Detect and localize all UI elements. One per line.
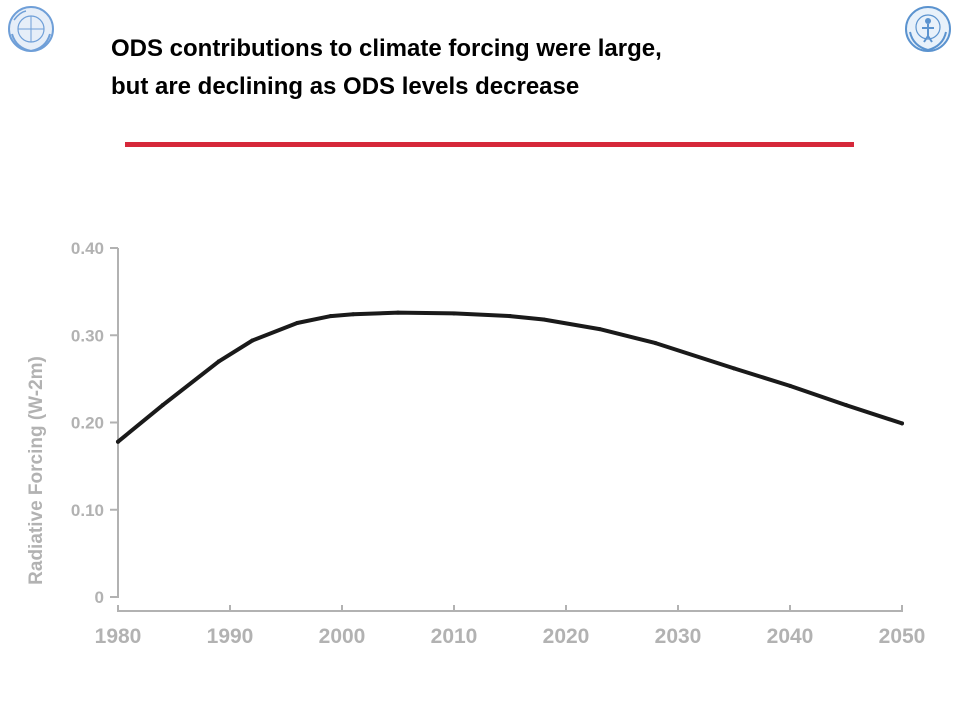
x-tick-label: 2000 [319,625,366,648]
y-axis-label: Radiative Forcing (W-2m) [26,356,47,585]
y-tick-label: 0.20 [71,414,104,433]
forcing-data-point [250,338,255,343]
y-tick-label: 0.30 [71,326,104,345]
title-line-2: but are declining as ODS levels decrease [111,73,580,100]
y-tick-label: 0.40 [71,239,104,258]
forcing-series-line [116,310,904,444]
forcing-data-point [216,359,221,364]
forcing-data-point [396,310,400,315]
forcing-data-point [508,314,512,319]
title-underline-rule [125,142,854,147]
forcing-data-point [844,403,848,408]
forcing-data-point [732,366,736,371]
title-line-1: ODS contributions to climate forcing wer… [111,35,662,62]
forcing-data-point [328,314,333,319]
chart-axes [117,248,903,612]
x-tick-label: 2050 [879,625,926,648]
y-tick-label: 0.10 [71,501,104,520]
forcing-data-point [788,383,792,388]
x-tick-label: 2020 [543,625,590,648]
forcing-data-point [541,317,546,322]
forcing-data-point [351,312,356,317]
forcing-data-point [900,421,904,426]
x-tick-label: 1990 [207,625,254,648]
x-tick-label: 2010 [431,625,478,648]
unep-emblem-icon [905,6,951,52]
chart-ticks: 0 0.10 0.20 0.30 0.40 1980 1990 2000 2010 2020 203… [71,239,925,648]
forcing-data-point [116,439,120,444]
forcing-data-point [653,341,658,346]
wmo-emblem-icon [8,6,54,53]
y-tick-label: 0 [95,588,104,607]
forcing-data-point [597,327,602,332]
forcing-data-point [452,311,456,316]
x-tick-label: 2030 [655,625,702,648]
forcing-data-point [295,321,300,326]
x-tick-label: 2040 [767,625,814,648]
x-tick-label: 1980 [95,625,142,648]
page-title: ODS contributions to climate forcing wer… [111,30,891,106]
chart-series [116,310,904,444]
forcing-data-point [160,403,165,408]
